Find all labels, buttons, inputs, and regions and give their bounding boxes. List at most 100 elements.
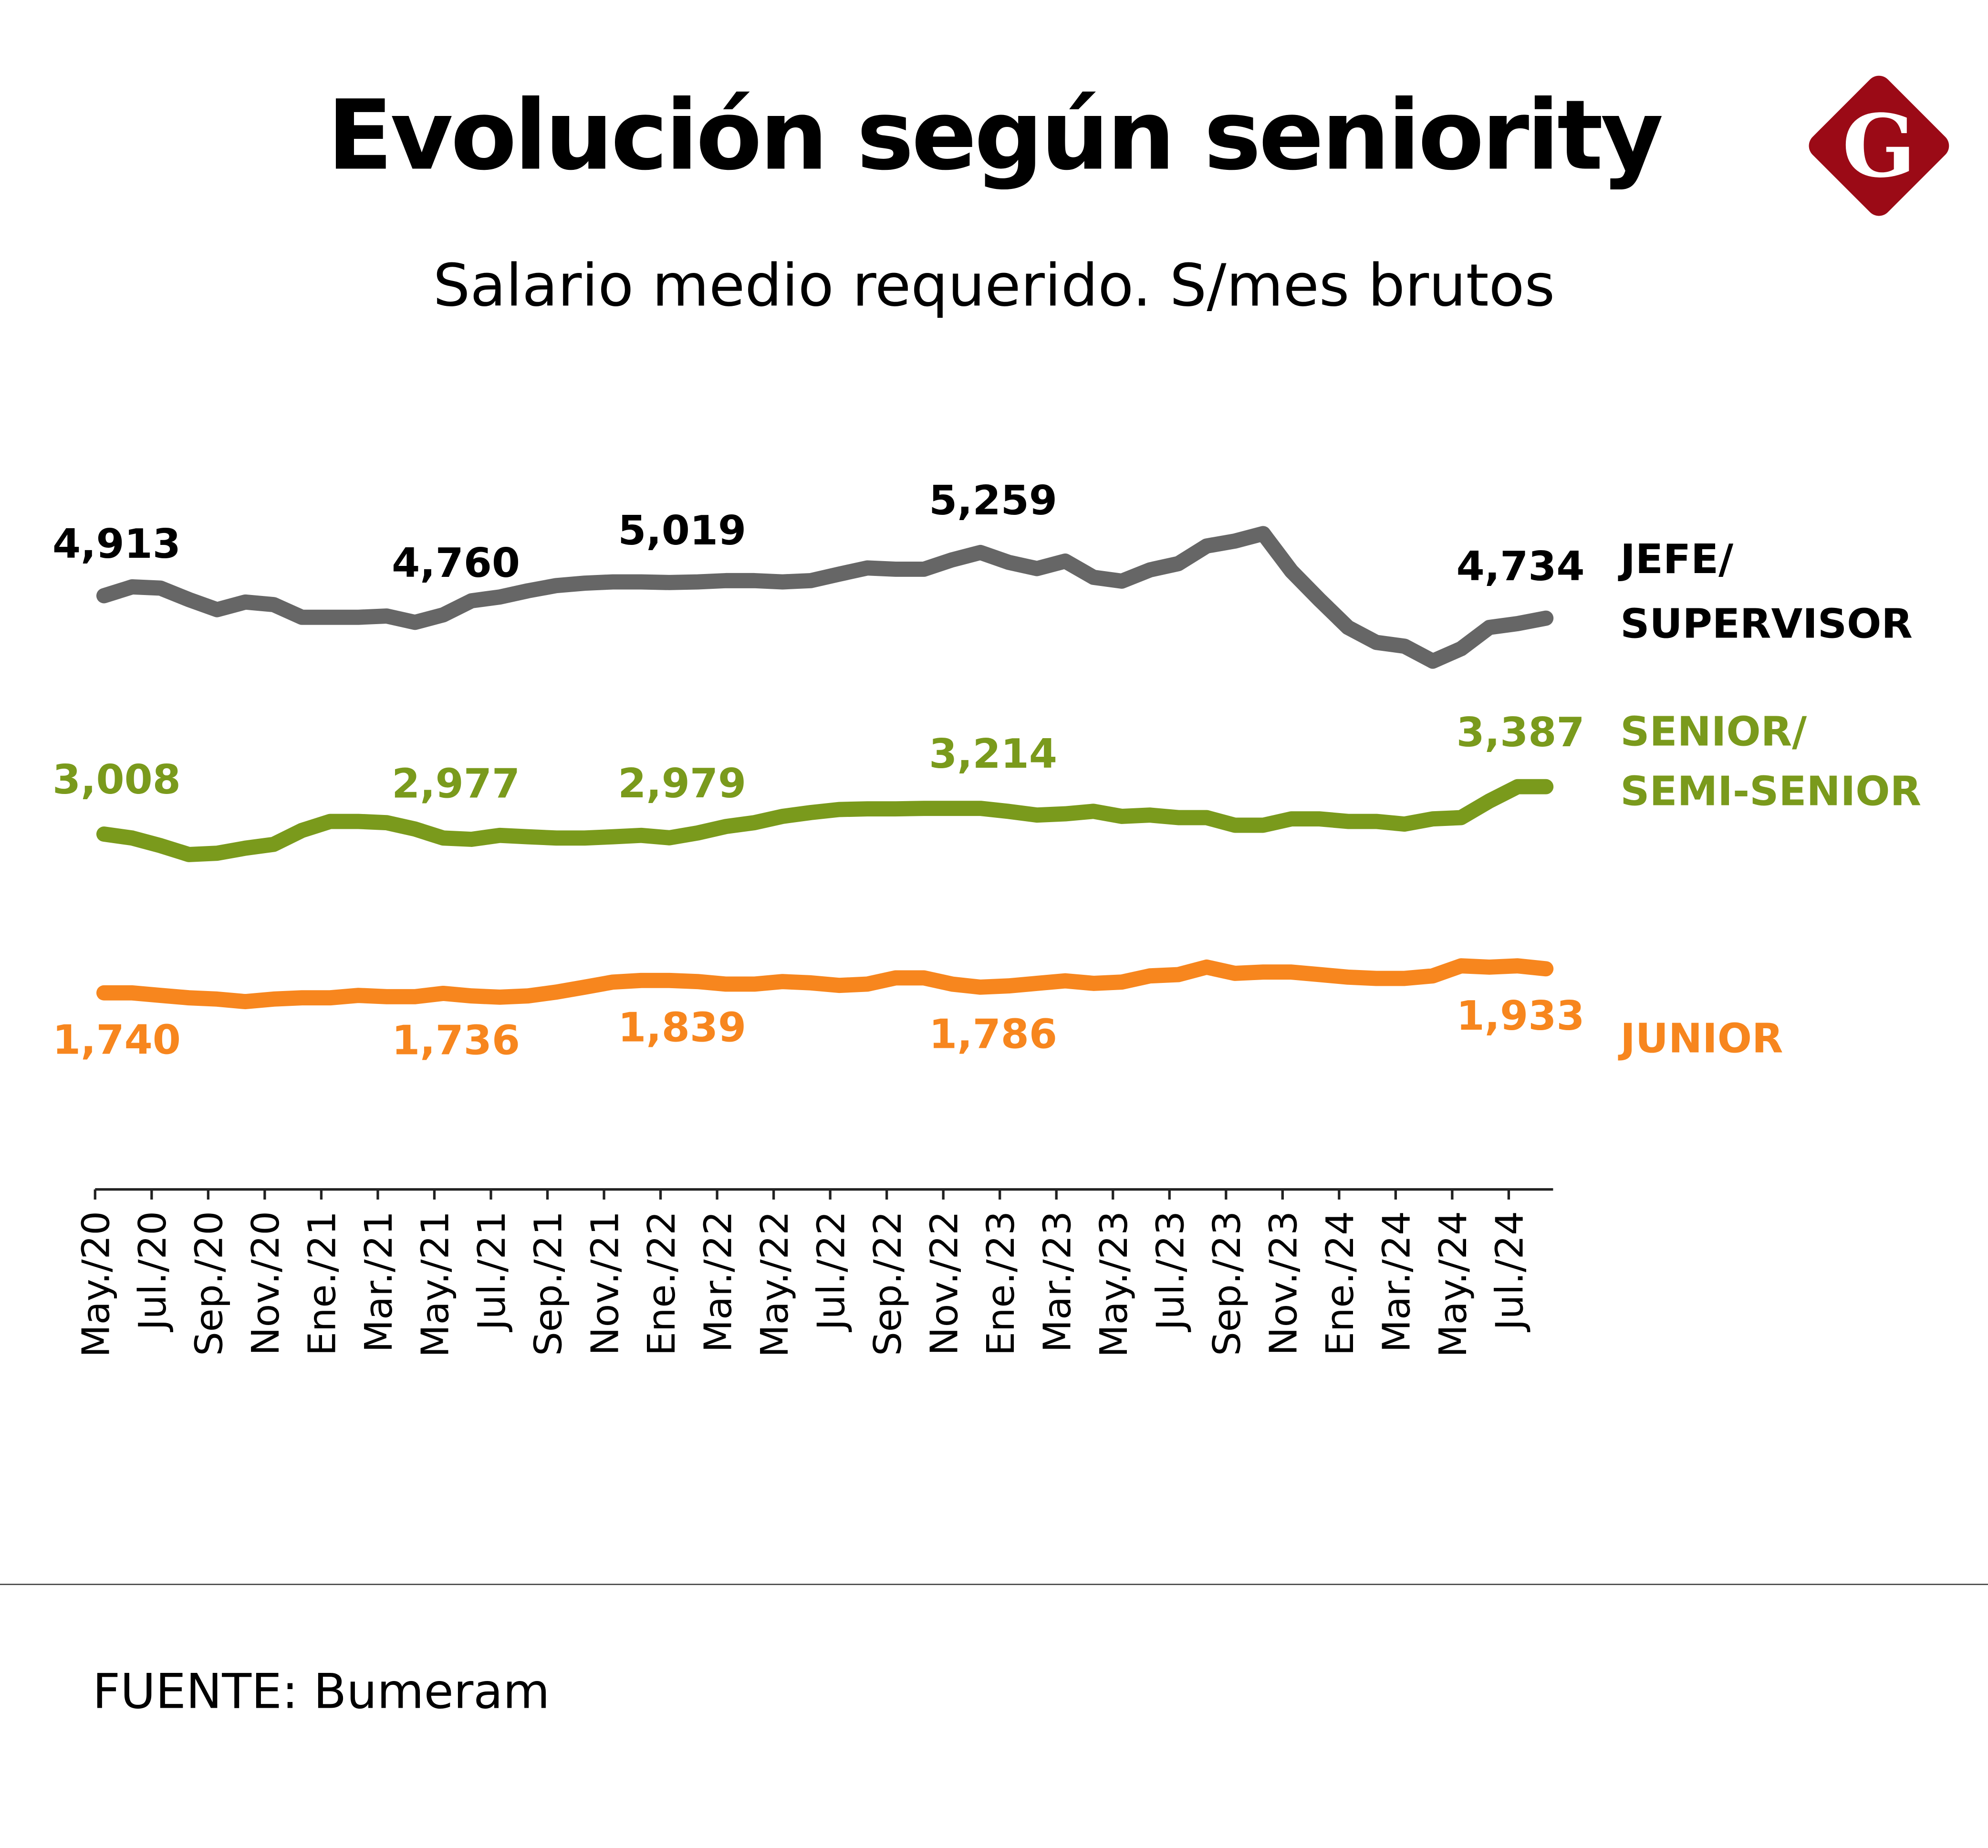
data-point: [922, 568, 926, 571]
data-point: [1035, 982, 1039, 985]
data-point: [1233, 824, 1237, 827]
data-point: [951, 558, 954, 561]
data-point: [187, 598, 190, 601]
x-tick-label: Ene./22: [639, 1211, 684, 1356]
data-point: [470, 838, 473, 841]
x-tick-label: Jul./24: [1488, 1211, 1532, 1333]
x-tick-label: Mar./23: [1035, 1211, 1079, 1353]
data-label: 2,977: [392, 760, 520, 807]
x-tick-label: Jul./21: [469, 1211, 514, 1333]
footer-divider: [0, 1584, 1988, 1585]
data-point: [187, 853, 190, 856]
data-point: [272, 843, 275, 846]
series-senior-semi-senior: 3,008 2,977 2,979 3,214 3,387 SENIOR/SEMI-SEN…: [52, 709, 1921, 862]
logo: G: [1809, 75, 1949, 216]
series-name: SUPERVISOR: [1620, 601, 1913, 648]
data-point: [301, 829, 303, 832]
x-tick-label: Mar./22: [696, 1211, 740, 1353]
data-point: [414, 995, 416, 998]
data-point: [555, 836, 558, 840]
data-point: [1488, 966, 1491, 969]
data-point: [1064, 812, 1067, 815]
data-point: [640, 580, 643, 584]
data-point: [1262, 824, 1265, 827]
data-point: [498, 834, 501, 837]
data-point: [498, 996, 501, 999]
x-tick-label: Ene./24: [1318, 1211, 1362, 1356]
data-label: 1,786: [929, 1011, 1057, 1058]
data-point: [668, 581, 671, 584]
data-point: [1205, 966, 1208, 969]
data-point: [272, 998, 275, 1001]
x-tick-label: Nov./21: [583, 1211, 627, 1356]
data-point: [809, 811, 812, 814]
data-point: [1375, 641, 1378, 644]
data-point: [640, 979, 643, 982]
data-point: [1346, 820, 1350, 823]
data-point: [1120, 981, 1124, 983]
data-point: [866, 807, 869, 810]
data-point: [1375, 820, 1378, 823]
x-tick-label: May./20: [74, 1211, 118, 1357]
series-name: SEMI-SENIOR: [1620, 768, 1921, 815]
data-point: [781, 980, 784, 983]
chart-title: Evolución según seniority: [327, 78, 1663, 192]
data-point: [357, 994, 360, 997]
x-tick-label: May./22: [752, 1211, 797, 1357]
data-point: [159, 994, 162, 997]
data-point: [725, 982, 728, 986]
data-point: [272, 603, 275, 606]
data-point: [725, 825, 728, 828]
x-tick-label: May./24: [1431, 1211, 1475, 1357]
series-line: [96, 958, 1554, 1010]
data-point: [470, 599, 473, 602]
x-tick-label: Nov./23: [1261, 1211, 1306, 1356]
data-point: [583, 986, 586, 989]
data-point: [640, 834, 643, 837]
data-point: [216, 608, 219, 611]
data-point: [1290, 971, 1293, 973]
data-point: [1488, 626, 1491, 629]
data-point: [301, 616, 303, 619]
data-point: [1177, 562, 1180, 565]
data-point: [611, 835, 614, 838]
data-point: [1346, 976, 1350, 979]
data-point: [1375, 977, 1378, 980]
x-tick-label: Jul./22: [809, 1211, 853, 1333]
data-point: [1459, 816, 1463, 819]
series-jefe-supervisor: 4,913 4,760 5,019 5,259 4,734 JEFE/SUPERVISOR: [52, 477, 1913, 669]
x-tick-label: Ene./21: [300, 1211, 344, 1356]
series-group: 4,913 4,760 5,019 5,259 4,734 JEFE/SUPERVISOR…: [52, 477, 1921, 1064]
data-point: [583, 836, 586, 840]
data-point: [866, 566, 869, 569]
data-point: [894, 976, 897, 980]
x-tick-label: Nov./20: [243, 1211, 288, 1356]
data-point: [753, 821, 756, 824]
data-point: [696, 580, 699, 584]
data-point: [131, 585, 134, 588]
data-point: [1431, 817, 1434, 820]
data-point: [1403, 977, 1406, 980]
data-point: [1318, 598, 1321, 601]
data-point: [498, 595, 501, 598]
x-tick-label: Sep./22: [865, 1211, 910, 1356]
data-point: [159, 586, 162, 590]
series-line: [96, 526, 1554, 669]
data-label: 3,008: [52, 756, 181, 804]
data-point: [583, 582, 586, 585]
data-point: [1120, 580, 1124, 583]
data-point: [103, 833, 105, 835]
data-point: [414, 621, 416, 624]
data-point: [1064, 979, 1067, 982]
data-label: 5,259: [929, 477, 1057, 524]
data-point: [1148, 568, 1152, 571]
source-note: FUENTE: Bumeram: [92, 1663, 550, 1720]
data-point: [1035, 567, 1039, 570]
logo-diamond: [1809, 75, 1949, 216]
data-point: [1544, 616, 1547, 620]
data-point: [1403, 823, 1406, 825]
data-point: [668, 979, 671, 982]
series-name: JEFE/: [1618, 536, 1734, 583]
data-point: [414, 827, 416, 831]
data-point: [1346, 626, 1350, 629]
